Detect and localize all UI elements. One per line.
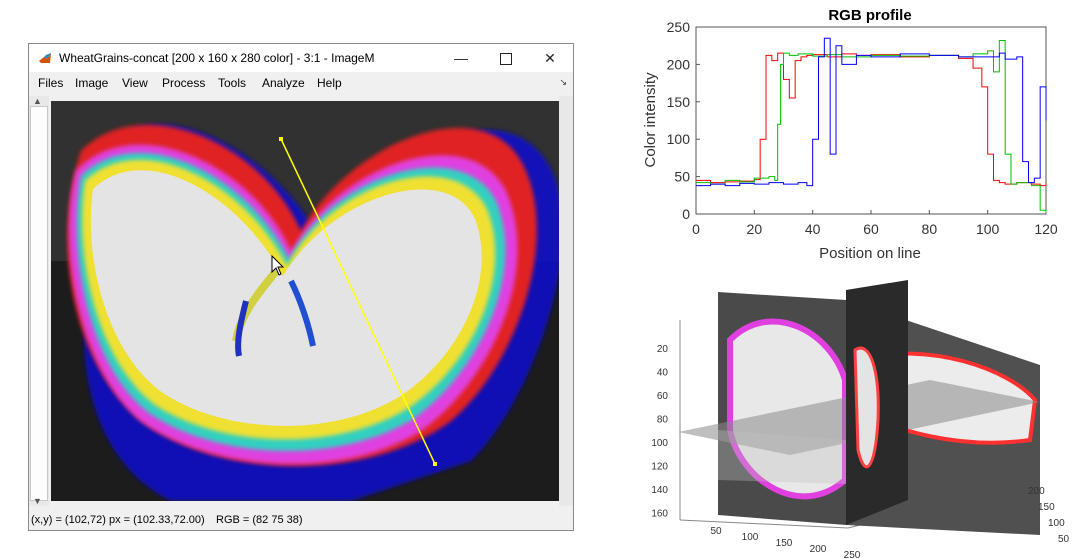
volume-y-tick-label: 140 — [651, 485, 668, 496]
minimize-button[interactable]: — — [439, 44, 483, 72]
chart-title: RGB profile — [828, 7, 911, 24]
volume-x-tick-label: 250 — [844, 550, 861, 559]
scroll-up-icon[interactable]: ▲ — [33, 96, 42, 106]
status-rgb-value: RGB = (82 75 38) — [216, 514, 303, 526]
menu-bar: Files Image View Process Tools Analyze H… — [29, 72, 573, 94]
y-tick-label: 150 — [667, 94, 691, 110]
profile-line[interactable] — [280, 138, 436, 465]
x-tick-label: 120 — [1034, 221, 1058, 237]
volume-y-tick-label: 40 — [657, 368, 669, 379]
x-tick-label: 100 — [976, 221, 1000, 237]
volume-x-tick-label: 100 — [742, 532, 759, 543]
x-tick-label: 40 — [805, 221, 821, 237]
imagem-window: WheatGrains-concat [200 x 160 x 280 colo… — [28, 43, 574, 531]
image-canvas[interactable] — [51, 101, 561, 501]
volume-slice-view[interactable]: 20 40 60 80 100 120 140 160 50 100 150 200 250 50 10… — [630, 280, 1086, 559]
x-axis-label: Position on line — [819, 245, 921, 262]
menu-tools[interactable]: Tools — [218, 76, 247, 90]
menu-help[interactable]: Help — [317, 76, 342, 90]
x-tick-label: 0 — [692, 221, 700, 237]
menu-view[interactable]: View — [122, 76, 148, 90]
volume-y-tick-label: 160 — [651, 509, 668, 520]
status-coordinates: (x,y) = (102,72) px = (102.33,72.00) — [31, 514, 205, 526]
profile-line-overlay[interactable] — [51, 101, 561, 501]
wheat-grain-image — [51, 101, 561, 501]
volume-y-tick-label: 20 — [657, 344, 669, 355]
profile-series-2 — [696, 37, 1047, 187]
rgb-profile-plot: RGB profile Color intensity Position on … — [642, 7, 1058, 262]
matlab-app-icon — [39, 53, 51, 63]
y-tick-label: 100 — [667, 131, 691, 147]
y-tick-label: 50 — [674, 169, 690, 185]
profile-line-start-handle[interactable] — [279, 137, 283, 141]
y-tick-label: 200 — [667, 56, 691, 72]
y-axis-label: Color intensity — [642, 72, 659, 168]
maximize-button[interactable] — [484, 44, 528, 72]
menu-files[interactable]: Files — [38, 76, 64, 90]
vertical-scrollbar[interactable]: ▲ ▼ — [29, 96, 49, 506]
scroll-down-icon[interactable]: ▼ — [33, 496, 42, 506]
volume-y-tick-label: 120 — [651, 462, 668, 473]
volume-y-tick-label: 80 — [657, 415, 669, 426]
close-button[interactable]: ✕ — [528, 44, 572, 72]
volume-y-tick-label: 100 — [651, 438, 668, 449]
y-tick-label: 250 — [667, 19, 691, 35]
image-panel: ▲ ▼ — [29, 96, 573, 516]
volume-z-tick-label: 200 — [1028, 486, 1045, 497]
volume-x-tick-label: 200 — [810, 544, 827, 555]
right-scrollbar[interactable] — [559, 96, 573, 506]
title-bar[interactable]: WheatGrains-concat [200 x 160 x 280 colo… — [29, 44, 573, 72]
status-bar: (x,y) = (102,72) px = (102.33,72.00) RGB… — [31, 514, 571, 530]
menu-image[interactable]: Image — [75, 76, 109, 90]
maximize-icon — [500, 53, 512, 66]
y-tick-label: 0 — [682, 206, 690, 222]
volume-x-tick-label: 50 — [710, 526, 722, 537]
scrollbar-thumb[interactable] — [30, 106, 48, 501]
profile-line-end-handle[interactable] — [433, 462, 437, 466]
minimize-icon: — — [454, 50, 468, 66]
volume-x-tick-label: 150 — [776, 538, 793, 549]
x-tick-label: 20 — [747, 221, 763, 237]
x-tick-label: 60 — [863, 221, 879, 237]
mouse-cursor-icon — [271, 255, 285, 276]
volume-z-tick-label: 100 — [1048, 518, 1065, 529]
volume-z-tick-label: 150 — [1038, 502, 1055, 513]
menu-process[interactable]: Process — [162, 76, 206, 90]
volume-z-tick-label: 50 — [1058, 534, 1070, 545]
x-tick-label: 80 — [922, 221, 938, 237]
window-title: WheatGrains-concat [200 x 160 x 280 colo… — [59, 51, 375, 65]
close-icon: ✕ — [544, 50, 556, 66]
menu-analyze[interactable]: Analyze — [262, 76, 305, 90]
volume-y-tick-label: 60 — [657, 391, 669, 402]
dock-arrow-icon[interactable]: ↘ — [559, 77, 567, 87]
